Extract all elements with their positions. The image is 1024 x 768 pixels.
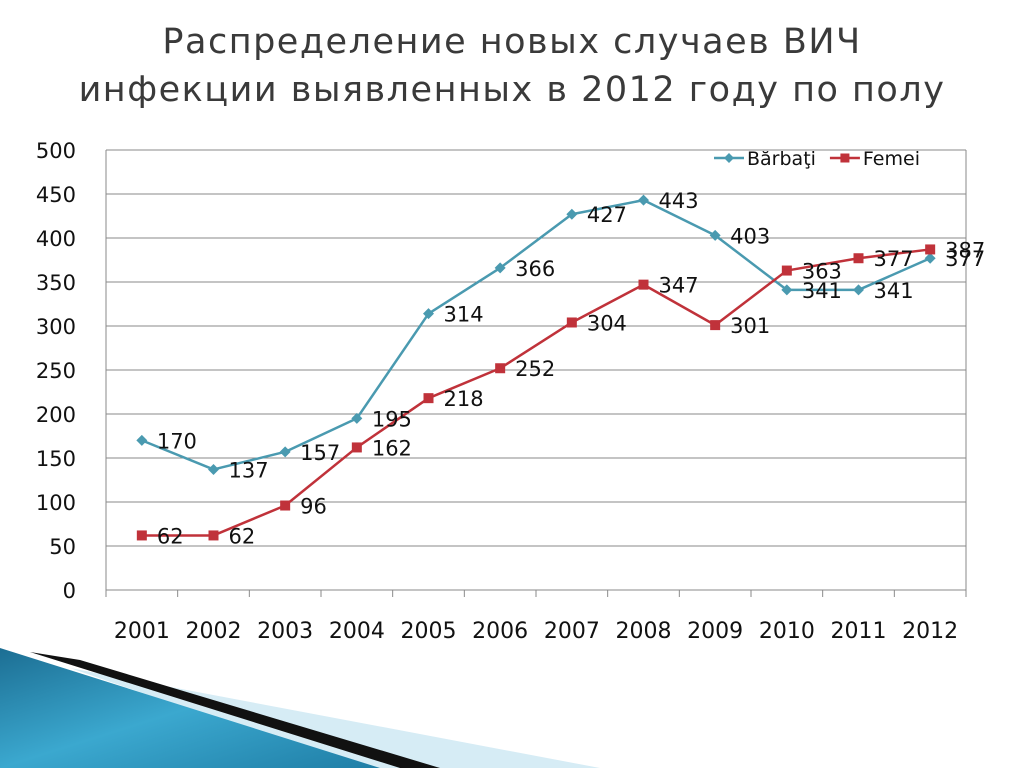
- y-tick-label-50: 50: [49, 535, 76, 559]
- data-label-s1-2002: 62: [229, 524, 256, 548]
- data-label-s0-2003: 157: [300, 441, 340, 465]
- slide-title-line-1: Распределение новых случаев ВИЧ: [162, 22, 862, 62]
- axes: 0 50 100 150 200 250 300 350 400 450 500 2001 2002 20…: [36, 139, 967, 644]
- gridlines: [106, 149, 966, 547]
- point-s0-2006: [494, 262, 506, 274]
- point-s1-2008: [638, 279, 649, 290]
- slide-title-line-2: инфекции выявленных в 2012 году по полу: [78, 70, 946, 110]
- x-tick-label-2012: 2012: [902, 619, 958, 644]
- y-tick-label-400: 400: [36, 227, 76, 251]
- point-s0-2005: [423, 308, 434, 320]
- point-s0-2010: [781, 284, 793, 296]
- point-s0-2007: [566, 208, 578, 220]
- point-s1-2009: [710, 320, 721, 331]
- point-s0-2009: [709, 229, 721, 241]
- series-line-1: [141, 248, 931, 537]
- data-label-s1-2001: 62: [157, 524, 184, 548]
- data-label-s0-2009: 403: [730, 224, 770, 248]
- data-label-s0-2004: 195: [372, 407, 412, 431]
- point-s0-2011: [853, 284, 864, 296]
- data-label-s0-2012: 377: [945, 247, 985, 271]
- y-tick-label-200: 200: [36, 403, 76, 427]
- y-tick-label-100: 100: [36, 491, 76, 515]
- x-tick-label-2007: 2007: [544, 619, 600, 644]
- data-label-s1-2009: 301: [730, 314, 770, 338]
- data-label-s1-2004: 162: [372, 436, 412, 460]
- data-label-s0-2011: 341: [874, 279, 914, 303]
- data-label-s0-2008: 443: [659, 189, 699, 213]
- data-label-s0-2005: 314: [444, 303, 484, 327]
- x-tick-label-2005: 2005: [401, 619, 457, 644]
- data-label-s0-2010: 341: [802, 279, 842, 303]
- x-tick-label-2010: 2010: [759, 619, 815, 644]
- decor-dark-stripe: [30, 652, 440, 768]
- point-s1-2012: [925, 244, 936, 255]
- point-s1-2005: [423, 393, 434, 404]
- x-tick-label-2001: 2001: [114, 619, 170, 644]
- point-s1-2006: [495, 363, 506, 374]
- data-label-s1-2012: 387: [945, 238, 985, 262]
- y-tick-label-0: 0: [63, 579, 76, 603]
- point-s0-2003: [279, 446, 291, 458]
- x-tick-label-2003: 2003: [257, 619, 313, 644]
- legend-marker-1: [840, 153, 850, 163]
- data-label-s1-2007: 304: [587, 311, 627, 335]
- slide-title: Распределение новых случаев ВИЧ инфекции…: [0, 18, 1024, 114]
- decor-teal-wedge: [0, 648, 380, 768]
- legend-label-0: Bărbaţi: [747, 148, 816, 170]
- decor-light-band: [70, 668, 600, 768]
- x-tick-label-2009: 2009: [687, 619, 743, 644]
- data-labels: 170 137 157 195 314 366 427 443 403 341 341 377 62 62…: [157, 189, 985, 548]
- data-label-s1-2011: 377: [874, 247, 914, 271]
- data-label-s0-2001: 170: [157, 429, 197, 453]
- x-tick-label-2008: 2008: [616, 619, 672, 644]
- x-tick-label-2006: 2006: [472, 619, 528, 644]
- legend-marker-0: [724, 153, 734, 163]
- point-s0-2012: [924, 252, 936, 264]
- data-label-s0-2002: 137: [229, 458, 269, 482]
- point-s1-2002: [208, 530, 219, 541]
- point-s1-2010: [781, 265, 792, 276]
- series-line-0: [141, 198, 931, 471]
- x-tick-label-2002: 2002: [186, 619, 242, 644]
- data-label-s1-2005: 218: [444, 387, 484, 411]
- point-s0-2004: [351, 412, 363, 424]
- data-label-s1-2006: 252: [515, 357, 555, 381]
- y-tick-label-350: 350: [36, 271, 76, 295]
- legend-label-1: Femei: [863, 148, 920, 170]
- y-tick-label-300: 300: [36, 315, 76, 339]
- data-label-s1-2010: 363: [802, 260, 842, 284]
- x-tick-label-2011: 2011: [831, 619, 887, 644]
- y-tick-label-150: 150: [36, 447, 76, 471]
- y-tick-label-250: 250: [36, 359, 76, 383]
- data-label-s1-2003: 96: [300, 495, 327, 519]
- y-tick-label-450: 450: [36, 183, 76, 207]
- point-s1-2004: [351, 442, 362, 453]
- data-label-s1-2008: 347: [659, 274, 699, 298]
- y-tick-label-500: 500: [36, 139, 76, 163]
- point-s0-2001: [136, 434, 148, 446]
- point-s0-2002: [208, 463, 219, 475]
- point-s1-2003: [280, 500, 291, 511]
- x-tick-label-2004: 2004: [329, 619, 385, 644]
- data-label-s0-2007: 427: [587, 203, 627, 227]
- point-s1-2011: [853, 253, 864, 264]
- data-label-s0-2006: 366: [515, 257, 555, 281]
- point-s1-2007: [566, 317, 577, 328]
- series-lines: [136, 194, 936, 541]
- point-s1-2001: [136, 530, 147, 541]
- legend: Bărbaţi Femei: [714, 148, 920, 170]
- point-s0-2008: [638, 194, 649, 206]
